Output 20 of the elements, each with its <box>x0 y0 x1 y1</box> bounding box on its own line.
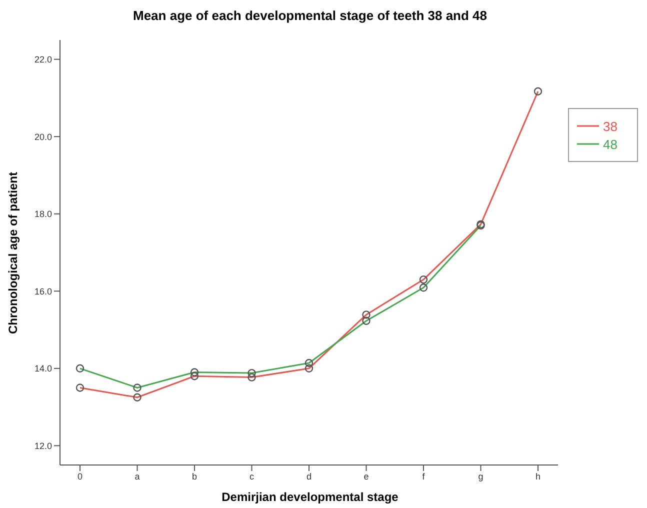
legend-label: 38 <box>603 118 618 134</box>
chart-title: Mean age of each developmental stage of teeth 38 and 48 <box>132 8 488 23</box>
x-tick-label: f <box>422 471 426 482</box>
y-tick-label: 22.0 <box>34 54 52 65</box>
x-tick-label: h <box>535 471 541 482</box>
x-tick-label: b <box>192 471 198 482</box>
y-tick-label: 20.0 <box>34 132 52 142</box>
y-axis-title: Chronological age of patient <box>6 171 20 334</box>
x-tick-label: e <box>364 471 369 482</box>
x-tick-label: g <box>478 471 484 482</box>
y-tick-label: 18.0 <box>34 209 52 220</box>
x-tick-label: a <box>134 471 140 482</box>
y-tick-label: 12.0 <box>34 440 52 451</box>
x-axis-title: Demirjian developmental stage <box>220 490 400 504</box>
legend-label: 48 <box>603 136 618 152</box>
x-tick-label: c <box>250 471 254 482</box>
x-tick-label: d <box>306 471 312 482</box>
x-tick-label: 0 <box>77 471 83 482</box>
y-tick-label: 16.0 <box>34 286 52 296</box>
y-tick-label: 14.0 <box>34 364 52 374</box>
